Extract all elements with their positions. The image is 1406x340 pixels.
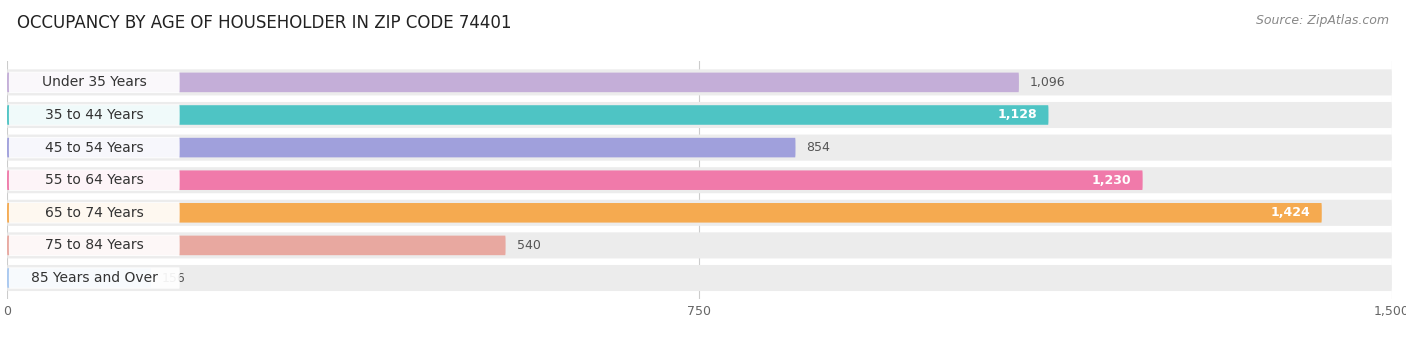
Text: 65 to 74 Years: 65 to 74 Years [45, 206, 143, 220]
FancyBboxPatch shape [8, 235, 180, 256]
Text: 156: 156 [162, 272, 186, 285]
Text: 1,424: 1,424 [1271, 206, 1310, 219]
FancyBboxPatch shape [7, 138, 796, 157]
FancyBboxPatch shape [8, 267, 180, 289]
FancyBboxPatch shape [7, 167, 1392, 193]
FancyBboxPatch shape [7, 170, 1143, 190]
Text: Under 35 Years: Under 35 Years [42, 75, 146, 89]
Text: 540: 540 [516, 239, 540, 252]
FancyBboxPatch shape [7, 232, 1392, 258]
FancyBboxPatch shape [7, 265, 1392, 291]
Text: 55 to 64 Years: 55 to 64 Years [45, 173, 143, 187]
FancyBboxPatch shape [7, 268, 150, 288]
FancyBboxPatch shape [8, 170, 180, 191]
Text: OCCUPANCY BY AGE OF HOUSEHOLDER IN ZIP CODE 74401: OCCUPANCY BY AGE OF HOUSEHOLDER IN ZIP C… [17, 14, 512, 32]
Text: 45 to 54 Years: 45 to 54 Years [45, 141, 143, 155]
FancyBboxPatch shape [8, 137, 180, 158]
FancyBboxPatch shape [7, 73, 1019, 92]
Text: 1,230: 1,230 [1092, 174, 1132, 187]
Text: 85 Years and Over: 85 Years and Over [31, 271, 157, 285]
FancyBboxPatch shape [7, 102, 1392, 128]
FancyBboxPatch shape [8, 104, 180, 126]
Text: 1,128: 1,128 [998, 108, 1038, 121]
FancyBboxPatch shape [7, 203, 1322, 223]
Text: 35 to 44 Years: 35 to 44 Years [45, 108, 143, 122]
Text: 1,096: 1,096 [1031, 76, 1066, 89]
FancyBboxPatch shape [7, 236, 506, 255]
Text: 75 to 84 Years: 75 to 84 Years [45, 238, 143, 252]
FancyBboxPatch shape [7, 105, 1049, 125]
Text: 854: 854 [807, 141, 831, 154]
FancyBboxPatch shape [8, 202, 180, 223]
FancyBboxPatch shape [7, 200, 1392, 226]
FancyBboxPatch shape [7, 135, 1392, 160]
FancyBboxPatch shape [8, 72, 180, 93]
FancyBboxPatch shape [7, 69, 1392, 96]
Text: Source: ZipAtlas.com: Source: ZipAtlas.com [1256, 14, 1389, 27]
